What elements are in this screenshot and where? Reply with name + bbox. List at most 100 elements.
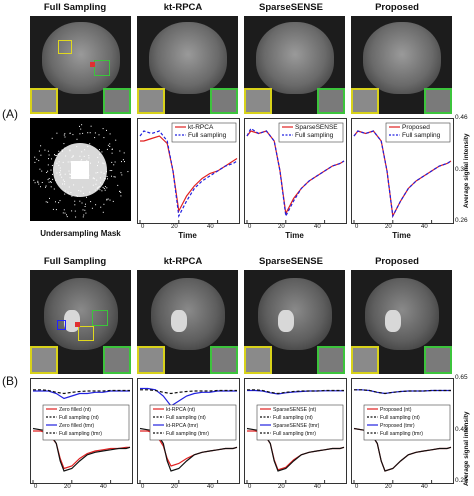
plot-b-proposed: Proposed (nt) Full sampling (nt) Proposed … [351,378,454,484]
mask-sample-dot [101,151,103,153]
inset-green [210,88,238,114]
mask-sample-dot [90,201,92,203]
mask-sample-dot [77,174,79,176]
mask-sample-dot [91,207,93,209]
mask-sample-dot [64,212,66,214]
plot-b-sparsesense: SparseSENSE (nt) Full sampling (nt) Sparse… [244,378,347,484]
mask-sample-dot [111,148,113,150]
mask-sample-dot [102,162,104,164]
mask-sample-dot [88,157,90,159]
series-line-full-sampling [139,130,238,218]
mask-sample-dot [124,161,125,163]
mask-sample-dot [89,143,91,145]
b-xtick: 20 [64,484,71,490]
inset-green [317,88,345,114]
mask-sample-dot [71,195,73,197]
a-xlabel: Time [285,231,304,240]
mask-sample-dot [95,172,97,174]
plot-a-sparsesense: SparseSENSE Full sampling [244,118,347,224]
mask-sample-dot [103,163,105,165]
mask-sample-dot [104,189,106,191]
mask-sample-dot [58,161,60,163]
mask-sample-dot [83,214,85,216]
mask-sample-dot [58,164,60,166]
legend-box [256,404,344,441]
series-line-kt-rpca [140,135,238,213]
mask-sample-dot [77,195,79,197]
mask-sample-dot [63,181,65,182]
mask-sample-dot [52,208,54,210]
legend-label: kt-RPCA (tmr) [166,423,199,429]
b-xtick: 0 [141,484,145,490]
legend-label: kt-RPCA (nt) [166,407,195,413]
legend-box [278,122,344,143]
mask-sample-dot [47,170,49,172]
mask-sample-dot [68,193,70,195]
mask-sample-dot [51,158,52,160]
mask-sample-dot [50,181,52,183]
mask-sample-dot [103,137,105,139]
mask-sample-dot [120,195,122,197]
bottom-title-full-sampling: Full Sampling [43,256,107,267]
series-line-sparsesense [246,130,345,216]
inset-yellow [351,88,379,114]
mask-sample-dot [89,132,91,134]
mask-sample-dot [71,177,73,179]
mri-image-full-sampling [30,16,131,114]
a-xtick: 20 [385,224,392,230]
mask-sample-dot [85,203,86,205]
mask-sample-dot [75,216,77,218]
mask-sample-dot [106,199,108,201]
mask-sample-dot [59,152,61,154]
mask-sample-dot [100,182,101,184]
mask-sample-dot [113,176,115,178]
mask-sample-dot [111,175,112,177]
a-ytick-2: 0.26 [455,217,468,224]
legend-label: SparseSENSE [295,124,338,131]
mask-sample-dot [79,200,81,202]
mask-sample-dot [97,165,98,167]
mask-sample-dot [83,165,85,167]
mask-sample-dot [107,198,109,200]
mask-sample-dot [69,177,71,179]
mask-sample-dot [55,201,56,203]
mask-sample-dot [51,137,53,139]
mask-sample-dot [111,152,113,154]
mask-sample-dot [83,155,85,157]
mask-sample-dot [74,200,76,202]
mask-sample-dot [69,150,71,152]
bottom-title-sparsesense: SparseSENSE [259,256,323,267]
mask-sample-dot [53,188,55,190]
mask-sample-dot [80,128,82,130]
inset-green [103,88,131,114]
mask-sample-dot [69,161,71,163]
b-ylabel: Average signal intensity [463,411,470,486]
mask-sample-dot [78,166,80,168]
legend-label: Full sampling [295,132,334,139]
mask-sample-dot [87,145,89,147]
mask-sample-dot [84,172,86,174]
mask-sample-dot [63,209,65,211]
mask-sample-dot [105,178,106,180]
mask-sample-dot [61,176,63,178]
mask-sample-dot [72,162,74,164]
mask-sample-dot [102,128,104,130]
mask-sample-dot [58,202,60,204]
undersampling-mask-image [30,118,131,221]
series-line-proposed [353,130,452,218]
mask-sample-dot [63,134,65,136]
legend-label: Proposed (tmr) [380,423,415,429]
mask-sample-dot [63,143,65,145]
b-xtick: 40 [314,484,321,490]
inset-yellow [137,346,165,374]
a-xtick: 40 [207,224,214,230]
mask-sample-dot [96,187,98,189]
a-ylabel: Average signal intensity [463,133,470,208]
mask-sample-dot [120,172,122,174]
top-title-full-sampling: Full Sampling [43,2,107,13]
mask-sample-dot [100,206,102,208]
tumor-region [171,310,187,332]
mask-sample-dot [64,190,66,192]
inset-green [317,346,345,374]
mask-sample-dot [49,197,50,199]
